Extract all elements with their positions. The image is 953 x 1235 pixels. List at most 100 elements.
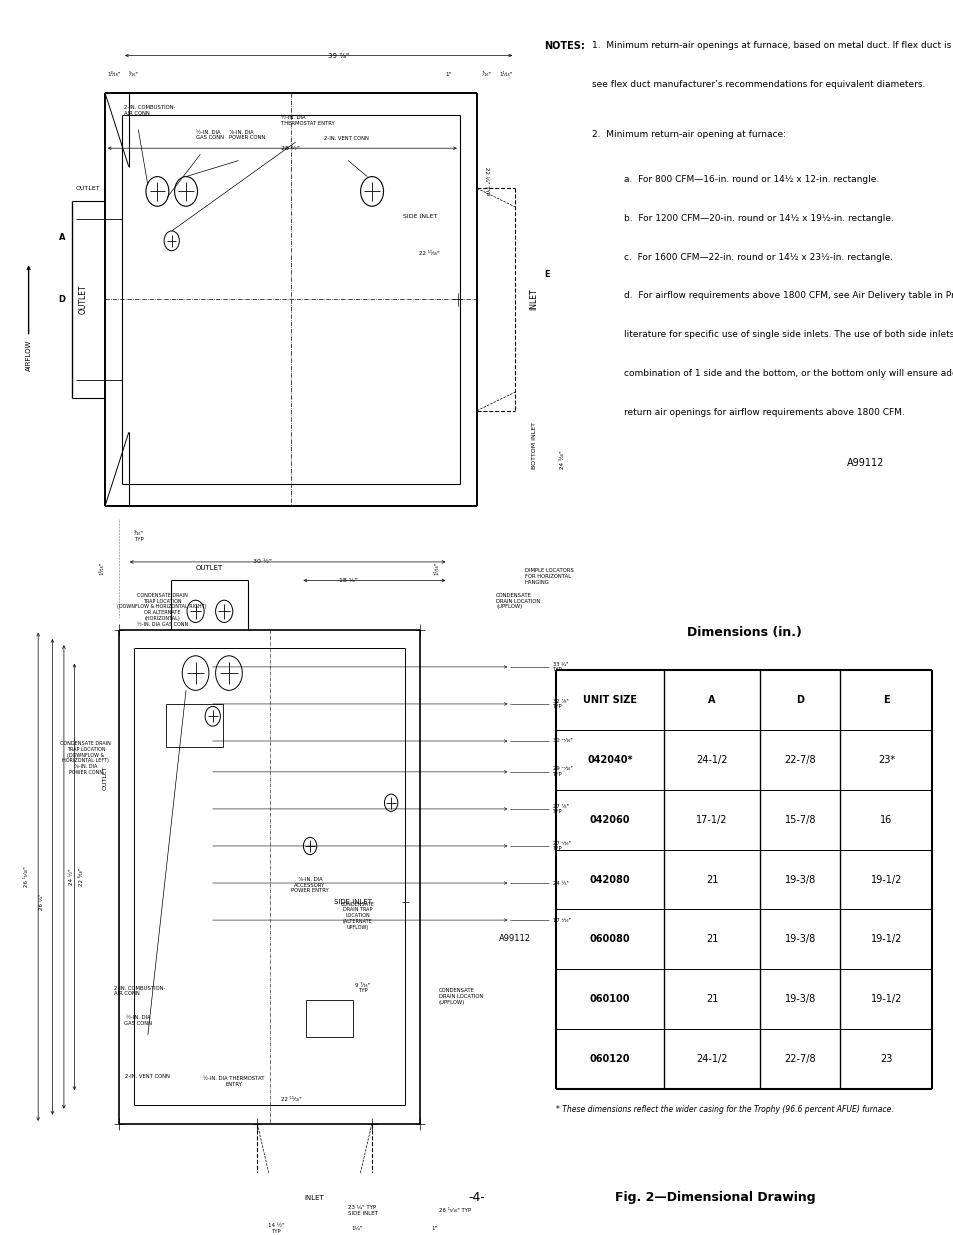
Text: 16: 16 bbox=[880, 815, 892, 825]
Text: CONDENSATE
DRAIN LOCATION
(UPFLOW): CONDENSATE DRAIN LOCATION (UPFLOW) bbox=[496, 593, 539, 609]
Text: 060100: 060100 bbox=[589, 994, 630, 1004]
Text: 26 ¹₅⁄₁₆" TYP: 26 ¹₅⁄₁₆" TYP bbox=[438, 1208, 471, 1213]
Text: INLET: INLET bbox=[304, 1195, 324, 1200]
Text: 22-7/8: 22-7/8 bbox=[783, 1053, 815, 1063]
Text: 29 ¹¹⁄₁₆"
TYP: 29 ¹¹⁄₁₆" TYP bbox=[553, 767, 573, 777]
Text: DIMPLE LOCATORS
FOR HORIZONTAL
HANGING: DIMPLE LOCATORS FOR HORIZONTAL HANGING bbox=[524, 568, 573, 584]
Text: return air openings for airflow requirements above 1800 CFM.: return air openings for airflow requirem… bbox=[623, 408, 903, 417]
Text: 21: 21 bbox=[705, 935, 718, 945]
Text: CONDENSATE DRAIN
TRAP LOCATION
(DOWNFLOW &
HORIZONTAL LEFT)
⅞-IN. DIA
POWER CONN: CONDENSATE DRAIN TRAP LOCATION (DOWNFLOW… bbox=[60, 741, 112, 776]
Text: OUTLET: OUTLET bbox=[102, 766, 108, 790]
Text: 19-3/8: 19-3/8 bbox=[783, 994, 815, 1004]
Text: ⁵⁄₁₆": ⁵⁄₁₆" bbox=[129, 72, 138, 77]
Text: 39 ⅞": 39 ⅞" bbox=[328, 53, 349, 58]
Text: SIDE INLET: SIDE INLET bbox=[402, 214, 436, 219]
Text: NOTES:: NOTES: bbox=[543, 41, 584, 52]
Text: 14 ½"
TYP: 14 ½" TYP bbox=[268, 1224, 284, 1234]
Text: 27 ⅞"
TYP: 27 ⅞" TYP bbox=[553, 804, 569, 814]
Text: 9 ⁷⁄₁₆"
TYP: 9 ⁷⁄₁₆" TYP bbox=[355, 983, 370, 993]
Text: 1¹⁄₁₆": 1¹⁄₁₆" bbox=[498, 72, 512, 77]
Text: 33 ¼"
TYP: 33 ¼" TYP bbox=[553, 662, 568, 672]
Text: 22-7/8: 22-7/8 bbox=[783, 755, 815, 764]
Text: 27 ³⁄₁₆"
TYP: 27 ³⁄₁₆" TYP bbox=[553, 841, 571, 851]
Text: 19-1/2: 19-1/2 bbox=[870, 874, 902, 884]
Text: AIRFLOW: AIRFLOW bbox=[26, 340, 31, 370]
Text: 15-7/8: 15-7/8 bbox=[783, 815, 815, 825]
Text: 24 ½": 24 ½" bbox=[553, 881, 569, 885]
Text: 1¹⁄₁₆": 1¹⁄₁₆" bbox=[434, 562, 439, 574]
Bar bbox=[305, 1000, 353, 1037]
Text: INLET: INLET bbox=[529, 289, 538, 310]
Text: 1": 1" bbox=[445, 72, 451, 77]
Text: ½-IN. DIA
THERMOSTAT ENTRY: ½-IN. DIA THERMOSTAT ENTRY bbox=[281, 115, 335, 126]
Text: A: A bbox=[707, 695, 715, 705]
Text: literature for specific use of single side inlets. The use of both side inlets, : literature for specific use of single si… bbox=[623, 330, 953, 340]
Text: 2-IN. COMBUSTION-
AIR CONN: 2-IN. COMBUSTION- AIR CONN bbox=[124, 105, 175, 116]
Text: 23: 23 bbox=[880, 1053, 892, 1063]
Text: 1": 1" bbox=[431, 1226, 436, 1231]
Text: -4-: -4- bbox=[468, 1192, 485, 1204]
Text: 18 ¼": 18 ¼" bbox=[338, 578, 357, 583]
Text: OUTLET: OUTLET bbox=[76, 185, 100, 191]
Text: 060080: 060080 bbox=[589, 935, 630, 945]
Text: UNIT SIZE: UNIT SIZE bbox=[582, 695, 637, 705]
Text: 22 ¼" TYP: 22 ¼" TYP bbox=[483, 167, 489, 195]
Text: ⅞-IN. DIA
POWER CONN: ⅞-IN. DIA POWER CONN bbox=[229, 130, 265, 141]
Text: BOTTOM INLET: BOTTOM INLET bbox=[531, 422, 537, 469]
Text: 32 ⅞"
TYP: 32 ⅞" TYP bbox=[553, 699, 569, 709]
Text: c.  For 1600 CFM—22-in. round or 14½ x 23½-in. rectangle.: c. For 1600 CFM—22-in. round or 14½ x 23… bbox=[623, 253, 892, 262]
Text: OUTLET: OUTLET bbox=[195, 566, 223, 571]
Text: Fig. 2—Dimensional Drawing: Fig. 2—Dimensional Drawing bbox=[615, 1192, 815, 1204]
Text: 30 ½": 30 ½" bbox=[253, 559, 272, 564]
Text: 30 ¹⁰⁄₁₆": 30 ¹⁰⁄₁₆" bbox=[553, 739, 573, 743]
Text: ⁹⁄₁₆"
TYP: ⁹⁄₁₆" TYP bbox=[133, 531, 143, 542]
Text: see flex duct manufacturer’s recommendations for equivalent diameters.: see flex duct manufacturer’s recommendat… bbox=[591, 80, 924, 89]
Text: SIDE INLET: SIDE INLET bbox=[334, 899, 372, 904]
Text: 24-1/2: 24-1/2 bbox=[696, 1053, 727, 1063]
Text: 22 ⁶⁄₁₆": 22 ⁶⁄₁₆" bbox=[78, 868, 84, 885]
Text: 26 ¹₅⁄₁₆": 26 ¹₅⁄₁₆" bbox=[24, 867, 30, 887]
Text: 2-IN. VENT CONN: 2-IN. VENT CONN bbox=[324, 136, 369, 141]
Text: ½-IN. DIA THERMOSTAT
ENTRY: ½-IN. DIA THERMOSTAT ENTRY bbox=[203, 1076, 264, 1087]
Text: 2-IN. COMBUSTION-
AIR CONN: 2-IN. COMBUSTION- AIR CONN bbox=[114, 986, 166, 997]
Text: CONDENSATE
DRAIN LOCATION
(UPFLOW): CONDENSATE DRAIN LOCATION (UPFLOW) bbox=[438, 988, 482, 1004]
Text: 24 ½": 24 ½" bbox=[69, 868, 74, 885]
Text: CONDENSATE DRAIN
TRAP LOCATION
(DOWNFLOW & HORIZONTAL RIGHT)
OR ALTERNATE
(HORIZ: CONDENSATE DRAIN TRAP LOCATION (DOWNFLOW… bbox=[117, 593, 207, 627]
Text: D: D bbox=[796, 695, 803, 705]
Text: 26 ¼": 26 ¼" bbox=[38, 893, 44, 910]
Text: 1.  Minimum return-air openings at furnace, based on metal duct. If flex duct is: 1. Minimum return-air openings at furnac… bbox=[591, 41, 953, 51]
Text: * These dimensions reflect the wider casing for the Trophy (96.6 percent AFUE) f: * These dimensions reflect the wider cas… bbox=[556, 1105, 893, 1114]
Text: 24 ³⁄₁₆": 24 ³⁄₁₆" bbox=[559, 451, 565, 469]
Text: 17-1/2: 17-1/2 bbox=[696, 815, 727, 825]
Text: E: E bbox=[882, 695, 889, 705]
Text: 19-3/8: 19-3/8 bbox=[783, 935, 815, 945]
Text: d.  For airflow requirements above 1800 CFM, see Air Delivery table in Product D: d. For airflow requirements above 1800 C… bbox=[623, 291, 953, 300]
Text: 2.  Minimum return-air opening at furnace:: 2. Minimum return-air opening at furnace… bbox=[591, 131, 785, 140]
Text: A99112: A99112 bbox=[498, 934, 531, 944]
Text: b.  For 1200 CFM—20-in. round or 14½ x 19½-in. rectangle.: b. For 1200 CFM—20-in. round or 14½ x 19… bbox=[623, 214, 893, 222]
Text: 1³⁄₁₆": 1³⁄₁₆" bbox=[99, 562, 105, 574]
Text: A99112: A99112 bbox=[846, 458, 883, 468]
Text: 19-1/2: 19-1/2 bbox=[870, 935, 902, 945]
Text: combination of 1 side and the bottom, or the bottom only will ensure adequate: combination of 1 side and the bottom, or… bbox=[623, 369, 953, 378]
Text: 2-IN. VENT CONN: 2-IN. VENT CONN bbox=[125, 1074, 171, 1079]
Text: 042080: 042080 bbox=[589, 874, 630, 884]
Text: E: E bbox=[543, 270, 549, 279]
Text: 19-3/8: 19-3/8 bbox=[783, 874, 815, 884]
Text: 23*: 23* bbox=[877, 755, 894, 764]
Text: OUTLET: OUTLET bbox=[79, 285, 88, 314]
Text: 1¼": 1¼" bbox=[352, 1226, 363, 1231]
Text: 19-1/2: 19-1/2 bbox=[870, 994, 902, 1004]
Text: 21: 21 bbox=[705, 994, 718, 1004]
Text: 22 ¹¹⁄₁₆": 22 ¹¹⁄₁₆" bbox=[280, 1097, 301, 1102]
Text: Dimensions (in.): Dimensions (in.) bbox=[686, 626, 801, 638]
Text: 24-1/2: 24-1/2 bbox=[696, 755, 727, 764]
Text: 28 ½": 28 ½" bbox=[281, 146, 300, 151]
Text: A: A bbox=[59, 233, 65, 242]
Text: 042040*: 042040* bbox=[586, 755, 632, 764]
Text: CONDENSATE
DRAIN TRAP
LOCATION
(ALTERNATE
UPFLOW): CONDENSATE DRAIN TRAP LOCATION (ALTERNAT… bbox=[340, 902, 375, 930]
Text: D: D bbox=[58, 295, 66, 304]
Text: 21: 21 bbox=[705, 874, 718, 884]
Text: ⅞-IN. DIA
ACCESSORY
POWER ENTRY: ⅞-IN. DIA ACCESSORY POWER ENTRY bbox=[291, 877, 329, 893]
Text: 1³⁄₁₆": 1³⁄₁₆" bbox=[108, 72, 121, 77]
